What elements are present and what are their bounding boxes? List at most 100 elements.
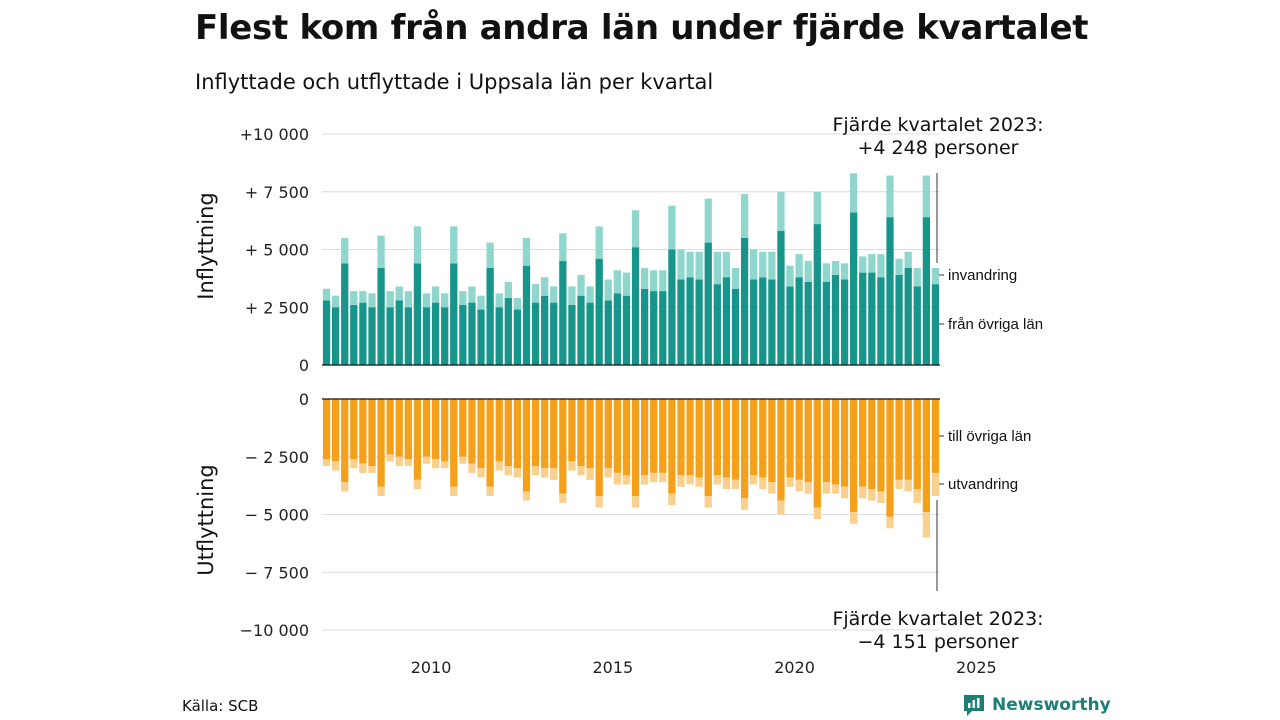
bar-fran-ovriga-lan: [786, 286, 794, 365]
bar-till-ovriga-lan: [704, 399, 712, 497]
bar-fran-ovriga-lan: [486, 267, 494, 365]
bar-till-ovriga-lan: [722, 399, 731, 478]
bar-invandring: [422, 293, 431, 308]
chart-title: Flest kom från andra län under fjärde kv…: [195, 8, 1089, 48]
bar-fran-ovriga-lan: [586, 302, 594, 365]
bar-till-ovriga-lan: [341, 399, 349, 483]
bar-invandring: [868, 254, 876, 273]
bar-fran-ovriga-lan: [840, 279, 849, 365]
bar-fran-ovriga-lan: [795, 277, 803, 365]
bar-utvandring: [359, 463, 367, 473]
bar-utvandring: [404, 459, 412, 466]
bar-fran-ovriga-lan: [631, 247, 640, 365]
bar-utvandring: [559, 493, 567, 503]
bar-till-ovriga-lan: [413, 399, 422, 480]
bar-invandring: [431, 286, 440, 303]
bar-till-ovriga-lan: [640, 399, 649, 476]
chart-bubble-icon: [964, 695, 984, 716]
bar-till-ovriga-lan: [586, 399, 594, 469]
bar-till-ovriga-lan: [531, 399, 540, 466]
ylabel-top: Inflyttning: [194, 192, 218, 299]
bar-utvandring: [495, 461, 503, 471]
bar-till-ovriga-lan: [668, 399, 676, 494]
bar-fran-ovriga-lan: [604, 300, 612, 365]
legend-till-ovriga-lan: till övriga län: [948, 428, 1031, 445]
bar-till-ovriga-lan: [477, 399, 485, 469]
bar-utvandring: [631, 496, 640, 508]
newsworthy-logo[interactable]: Newsworthy: [962, 692, 1111, 718]
bar-fran-ovriga-lan: [868, 272, 876, 365]
bar-utvandring: [531, 465, 540, 476]
legend-utvandring: utvandring: [948, 476, 1018, 493]
bar-utvandring: [441, 461, 449, 469]
bar-invandring: [913, 267, 921, 287]
bar-invandring: [613, 270, 622, 294]
bar-utvandring: [650, 472, 658, 483]
bar-utvandring: [504, 465, 512, 476]
bar-till-ovriga-lan: [786, 399, 794, 478]
bar-fran-ovriga-lan: [477, 309, 485, 365]
bar-fran-ovriga-lan: [513, 309, 522, 365]
bar-fran-ovriga-lan: [704, 242, 712, 365]
bar-invandring: [722, 251, 731, 278]
bar-invandring: [777, 191, 785, 232]
bar-fran-ovriga-lan: [541, 295, 549, 365]
bar-till-ovriga-lan: [913, 399, 921, 490]
bar-utvandring: [586, 468, 594, 480]
bar-fran-ovriga-lan: [550, 302, 558, 365]
bar-fran-ovriga-lan: [859, 272, 867, 365]
bar-invandring: [768, 251, 776, 280]
bar-invandring: [695, 251, 703, 280]
bar-fran-ovriga-lan: [850, 212, 858, 365]
bar-utvandring: [422, 456, 431, 464]
bar-invandring: [904, 251, 912, 268]
bar-fran-ovriga-lan: [404, 307, 412, 365]
bar-utvandring: [622, 475, 631, 485]
bar-invandring: [631, 210, 640, 248]
bar-invandring: [368, 293, 376, 308]
bar-utvandring: [386, 454, 394, 462]
bar-utvandring: [850, 512, 858, 524]
bar-till-ovriga-lan: [459, 399, 467, 457]
bar-utvandring: [759, 477, 767, 490]
bar-utvandring: [413, 479, 422, 490]
bar-fran-ovriga-lan: [395, 300, 403, 365]
bar-fran-ovriga-lan: [568, 304, 576, 365]
bar-till-ovriga-lan: [613, 399, 622, 473]
bar-utvandring: [804, 482, 812, 494]
bar-till-ovriga-lan: [604, 399, 612, 469]
legend-invandring: invandring: [948, 267, 1017, 284]
bar-utvandring: [895, 479, 903, 490]
tick-labels: 0 0 + 2 500 − 2 500 + 5 000 − 5 000 + 7 500 − 7…: [240, 125, 997, 677]
bar-invandring: [486, 242, 494, 268]
bar-invandring: [331, 295, 340, 308]
bar-fran-ovriga-lan: [341, 263, 349, 365]
bar-invandring: [731, 267, 740, 289]
bar-invandring: [740, 194, 749, 238]
bar-till-ovriga-lan: [695, 399, 703, 478]
bar-utvandring: [513, 468, 522, 478]
bar-utvandring: [604, 468, 612, 478]
source-note: Källa: SCB: [182, 697, 259, 715]
bar-invandring: [859, 256, 867, 273]
bar-utvandring: [913, 489, 921, 503]
bar-utvandring: [322, 459, 331, 466]
bar-utvandring: [377, 486, 385, 497]
bar-fran-ovriga-lan: [613, 293, 622, 365]
bar-fran-ovriga-lan: [659, 291, 667, 365]
bar-invandring: [513, 298, 522, 310]
bar-till-ovriga-lan: [931, 399, 940, 473]
y-tick-bottom: − 7 500: [245, 563, 309, 582]
bar-utvandring: [350, 459, 358, 469]
bar-till-ovriga-lan: [677, 399, 685, 476]
bar-till-ovriga-lan: [877, 399, 885, 492]
bar-till-ovriga-lan: [740, 399, 749, 499]
bar-till-ovriga-lan: [568, 399, 576, 462]
bar-till-ovriga-lan: [504, 399, 512, 466]
bar-utvandring: [813, 507, 821, 520]
bar-fran-ovriga-lan: [413, 263, 422, 365]
bar-till-ovriga-lan: [350, 399, 358, 460]
bar-till-ovriga-lan: [922, 399, 931, 513]
bar-fran-ovriga-lan: [386, 307, 394, 365]
bar-utvandring: [859, 486, 867, 499]
